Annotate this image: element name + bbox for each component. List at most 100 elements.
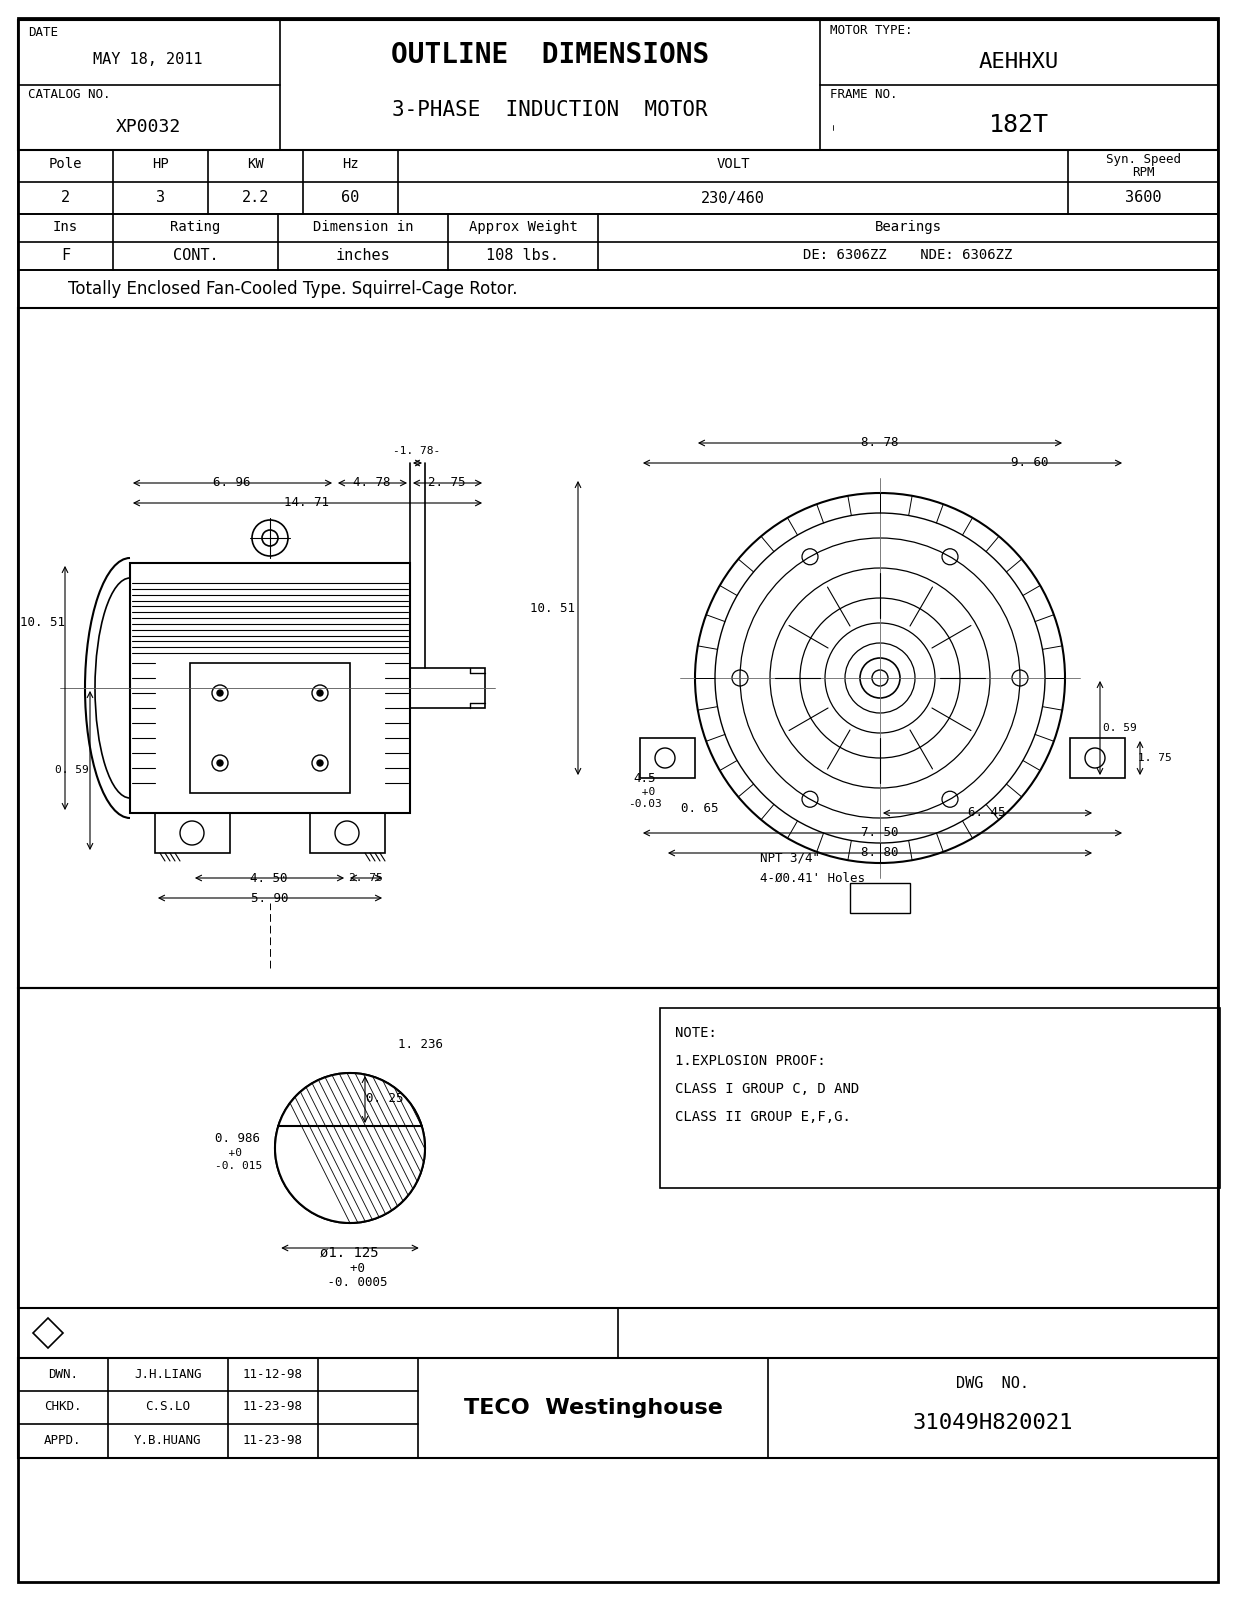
Text: CONT.: CONT. bbox=[173, 248, 219, 262]
Text: NOTE:: NOTE: bbox=[675, 1026, 717, 1040]
Text: DATE: DATE bbox=[28, 26, 58, 38]
Bar bbox=[310, 813, 384, 853]
Text: 2. 75: 2. 75 bbox=[349, 874, 383, 883]
Text: 31049H820021: 31049H820021 bbox=[912, 1413, 1073, 1434]
Text: TECO  Westinghouse: TECO Westinghouse bbox=[464, 1398, 722, 1418]
Text: 0. 59: 0. 59 bbox=[1103, 723, 1137, 733]
Text: 11-23-98: 11-23-98 bbox=[243, 1400, 303, 1413]
Bar bbox=[19, 150, 1217, 214]
Text: DE: 6306ZZ    NDE: 6306ZZ: DE: 6306ZZ NDE: 6306ZZ bbox=[803, 248, 1012, 262]
Text: 7. 50: 7. 50 bbox=[861, 827, 899, 840]
Text: VOLT: VOLT bbox=[716, 157, 750, 171]
Text: CLASS I GROUP C, D AND: CLASS I GROUP C, D AND bbox=[675, 1082, 859, 1096]
Text: 0. 59: 0. 59 bbox=[56, 765, 89, 774]
Bar bbox=[640, 738, 695, 778]
Text: 14. 71: 14. 71 bbox=[284, 496, 330, 509]
Text: -1. 78-: -1. 78- bbox=[393, 446, 440, 456]
Bar bbox=[19, 1309, 618, 1358]
Text: Totally Enclosed Fan-Cooled Type. Squirrel-Cage Rotor.: Totally Enclosed Fan-Cooled Type. Squirr… bbox=[68, 280, 518, 298]
Text: -0.03: -0.03 bbox=[628, 798, 661, 810]
Text: Hz: Hz bbox=[342, 157, 358, 171]
Text: 3-PHASE  INDUCTION  MOTOR: 3-PHASE INDUCTION MOTOR bbox=[392, 99, 708, 120]
Text: CHKD.: CHKD. bbox=[44, 1400, 82, 1413]
Text: DWG  NO.: DWG NO. bbox=[957, 1376, 1030, 1390]
Bar bbox=[19, 19, 1217, 150]
Text: 3600: 3600 bbox=[1125, 190, 1162, 205]
Bar bbox=[19, 270, 1217, 307]
Text: 1. 236: 1. 236 bbox=[398, 1038, 442, 1051]
Text: 2.2: 2.2 bbox=[242, 190, 269, 205]
Text: 8. 80: 8. 80 bbox=[861, 846, 899, 859]
Text: 4-Ø0.41' Holes: 4-Ø0.41' Holes bbox=[760, 872, 865, 885]
Text: 6. 45: 6. 45 bbox=[968, 806, 1006, 819]
Text: DWN.: DWN. bbox=[48, 1368, 78, 1381]
Bar bbox=[190, 662, 350, 794]
Text: 182T: 182T bbox=[989, 114, 1049, 138]
Text: 1. 75: 1. 75 bbox=[1138, 754, 1172, 763]
Text: 3: 3 bbox=[156, 190, 166, 205]
Text: inches: inches bbox=[336, 248, 391, 262]
Text: MOTOR TYPE:: MOTOR TYPE: bbox=[831, 24, 912, 37]
Text: Approx Weight: Approx Weight bbox=[468, 219, 577, 234]
Text: HP: HP bbox=[152, 157, 169, 171]
Text: Syn. Speed: Syn. Speed bbox=[1105, 154, 1180, 166]
Bar bbox=[850, 883, 910, 914]
Text: XP0032: XP0032 bbox=[115, 118, 180, 136]
Text: KW: KW bbox=[247, 157, 263, 171]
Text: F: F bbox=[61, 248, 70, 262]
Circle shape bbox=[274, 1074, 425, 1222]
Text: OUTLINE  DIMENSIONS: OUTLINE DIMENSIONS bbox=[391, 42, 709, 69]
Text: 60: 60 bbox=[341, 190, 360, 205]
Text: Ins: Ins bbox=[53, 219, 78, 234]
Text: AEHHXU: AEHHXU bbox=[979, 51, 1059, 72]
Text: 6. 96: 6. 96 bbox=[214, 477, 251, 490]
Text: 4. 78: 4. 78 bbox=[353, 477, 391, 490]
Text: 2. 75: 2. 75 bbox=[428, 477, 466, 490]
Text: 108 lbs.: 108 lbs. bbox=[487, 248, 560, 262]
Text: NPT 3/4": NPT 3/4" bbox=[760, 851, 819, 864]
Text: 11-23-98: 11-23-98 bbox=[243, 1434, 303, 1446]
Circle shape bbox=[316, 690, 323, 696]
Text: J.H.LIANG: J.H.LIANG bbox=[135, 1368, 201, 1381]
Text: 0. 65: 0. 65 bbox=[681, 802, 719, 814]
Text: 4.5: 4.5 bbox=[634, 771, 656, 784]
Circle shape bbox=[218, 690, 222, 696]
Text: +0: +0 bbox=[635, 787, 655, 797]
Text: RPM: RPM bbox=[1132, 165, 1154, 179]
Bar bbox=[130, 563, 410, 813]
Bar bbox=[19, 307, 1217, 987]
Text: CLASS II GROUP E,F,G.: CLASS II GROUP E,F,G. bbox=[675, 1110, 850, 1123]
Text: CATALOG NO.: CATALOG NO. bbox=[28, 88, 110, 101]
Text: Y.B.HUANG: Y.B.HUANG bbox=[135, 1434, 201, 1446]
Text: ø1. 125: ø1. 125 bbox=[320, 1246, 378, 1261]
Text: Bearings: Bearings bbox=[875, 219, 942, 234]
Text: 0. 986: 0. 986 bbox=[215, 1131, 260, 1144]
Text: FRAME NO.: FRAME NO. bbox=[831, 88, 897, 101]
Circle shape bbox=[218, 760, 222, 766]
Bar bbox=[410, 669, 485, 707]
Text: 4. 50: 4. 50 bbox=[250, 872, 288, 885]
Text: 10. 51: 10. 51 bbox=[530, 602, 576, 614]
Bar bbox=[19, 987, 1217, 1309]
Bar bbox=[19, 214, 1217, 270]
Text: Dimension in: Dimension in bbox=[313, 219, 413, 234]
Bar bbox=[660, 1008, 1220, 1187]
Text: 2: 2 bbox=[61, 190, 70, 205]
Text: C.S.LO: C.S.LO bbox=[146, 1400, 190, 1413]
Text: MAY 18, 2011: MAY 18, 2011 bbox=[93, 53, 203, 67]
Text: 9. 60: 9. 60 bbox=[1011, 456, 1049, 469]
Text: +0: +0 bbox=[320, 1262, 365, 1275]
Bar bbox=[154, 813, 230, 853]
Text: 0. 25: 0. 25 bbox=[366, 1093, 404, 1106]
Circle shape bbox=[316, 760, 323, 766]
Bar bbox=[1070, 738, 1125, 778]
Text: 11-12-98: 11-12-98 bbox=[243, 1368, 303, 1381]
Text: +0: +0 bbox=[215, 1149, 242, 1158]
Text: 230/460: 230/460 bbox=[701, 190, 765, 205]
Bar bbox=[19, 1358, 1217, 1458]
Text: -0. 015: -0. 015 bbox=[215, 1162, 262, 1171]
Text: 5. 90: 5. 90 bbox=[251, 891, 289, 904]
Text: 1.EXPLOSION PROOF:: 1.EXPLOSION PROOF: bbox=[675, 1054, 826, 1069]
Text: 8. 78: 8. 78 bbox=[861, 437, 899, 450]
Text: Rating: Rating bbox=[171, 219, 220, 234]
